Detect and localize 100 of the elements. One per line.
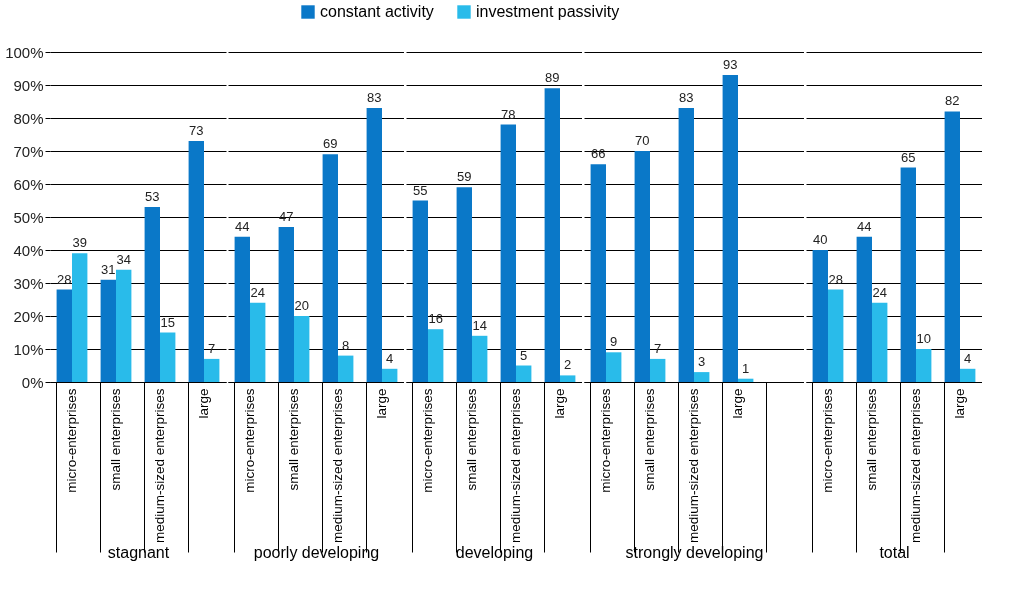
bar [412,200,428,382]
bar [338,355,354,382]
bar [916,349,932,382]
data-label: 82 [945,93,960,109]
x-tick-label: small enterprises [464,388,479,491]
bar [234,236,250,382]
data-label: 34 [116,251,131,267]
bar [428,329,444,382]
y-tick-label: 30% [13,274,44,292]
bar [160,332,176,382]
data-label: 1 [742,360,750,376]
data-label: 5 [520,347,528,363]
data-label: 20 [294,298,309,313]
bar [472,335,488,382]
bar [188,141,204,382]
y-tick-label: 100% [5,43,44,61]
x-tick-label: large [952,388,967,419]
data-label: 44 [857,218,872,234]
bar [100,279,116,382]
data-label: 83 [679,90,694,106]
data-label: 39 [72,235,87,251]
bar [382,368,398,382]
x-tick-label: small enterprises [642,388,657,491]
x-tick-label: large [196,388,211,419]
x-tick-label: micro-enterprises [242,388,257,493]
data-label: 8 [342,337,350,353]
data-label: 40 [813,232,828,247]
data-label: 24 [250,284,265,300]
bar [828,289,844,382]
bar [606,352,622,382]
bar [900,167,916,382]
x-tick-label: large [552,388,567,419]
legend-label: constant activity [320,3,434,20]
data-label: 31 [101,261,116,277]
x-axis-title: developing [455,544,534,561]
x-tick-label: large [730,388,745,419]
data-label: 28 [828,271,843,287]
bar [650,358,666,382]
data-label: 59 [457,169,472,185]
bar [204,358,220,382]
y-tick-label: 0% [21,373,44,391]
data-label: 53 [145,189,160,205]
bar [56,289,72,382]
bar [250,302,266,382]
bar [366,108,382,382]
legend-label: investment passivity [476,3,620,20]
x-tick-label: small enterprises [108,388,123,491]
data-label: 65 [901,149,916,165]
x-tick-label: small enterprises [864,388,879,491]
data-label: 93 [723,57,738,73]
x-tick-label: small enterprises [286,388,301,491]
bar [500,124,516,382]
y-tick-label: 80% [13,109,44,127]
bar [144,207,160,382]
data-label: 15 [160,314,175,330]
bar [72,253,88,382]
bar [544,88,560,382]
data-label: 14 [472,317,487,333]
y-tick-label: 10% [13,340,44,358]
data-label: 83 [367,90,382,106]
x-tick-label: medium-sized enterprises [330,388,345,544]
data-label: 2 [564,357,572,373]
data-label: 73 [189,123,204,139]
data-label: 24 [872,284,887,300]
data-label: 4 [386,350,394,366]
bar [456,187,472,382]
x-tick-label: micro-enterprises [820,388,835,493]
bar [634,151,650,382]
data-label: 4 [964,350,972,366]
y-tick-label: 40% [13,241,44,259]
x-axis-title: poorly developing [253,544,380,561]
x-tick-label: micro-enterprises [64,388,79,493]
bar [294,316,310,382]
y-tick-label: 90% [13,76,44,94]
bar [960,368,976,382]
x-tick-label: medium-sized enterprises [686,388,701,544]
x-axis-title: stagnant [107,544,170,561]
bar [872,302,888,382]
bar [116,269,132,382]
bar [516,365,532,382]
x-tick-label: large [374,388,389,419]
y-tick-label: 60% [13,175,44,193]
data-label: 10 [916,331,931,346]
y-tick-label: 70% [13,142,44,160]
x-tick-label: medium-sized enterprises [908,388,923,544]
bar [856,236,872,382]
bar [322,154,338,382]
data-label: 9 [610,334,618,350]
data-label: 55 [413,182,428,198]
data-label: 70 [635,133,650,148]
bar [678,108,694,382]
data-label: 89 [545,70,560,86]
bar [722,75,738,382]
data-label: 3 [698,354,706,370]
bar [694,372,710,382]
bar [278,226,294,382]
data-label: 69 [323,136,338,152]
data-label: 78 [501,106,516,122]
data-label: 44 [235,218,250,234]
bar [590,164,606,382]
